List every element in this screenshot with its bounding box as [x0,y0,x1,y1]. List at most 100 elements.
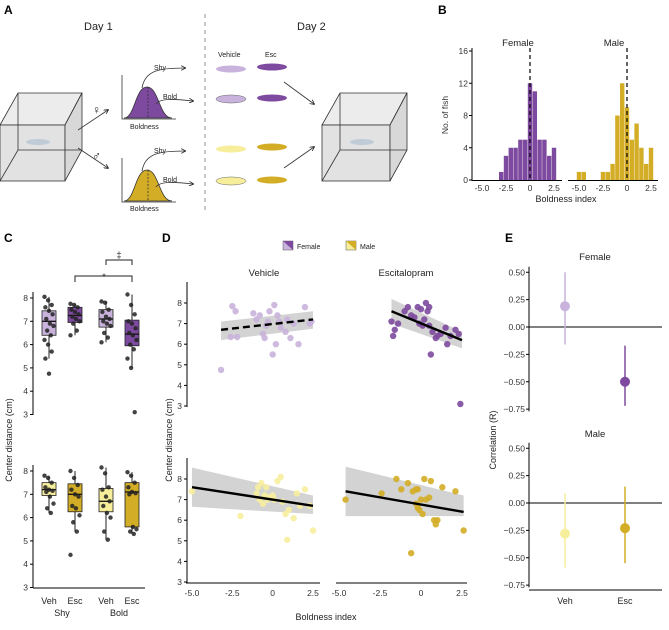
histogram-bar [648,147,654,180]
data-point [76,494,81,499]
data-point [421,475,428,483]
data-point [73,316,79,322]
legend-swatch-female [283,241,293,250]
x-tick-label: 2.5 [548,183,560,193]
data-point [256,312,263,319]
histogram-bar [624,107,630,180]
data-point [253,490,260,497]
data-point [104,510,110,516]
x-axis-label: Boldness index [295,612,357,622]
data-point [71,321,76,326]
x-tick-label: Esc [617,596,633,606]
facet-title: Female [579,252,611,263]
y-tick-label: −0.75 [503,580,525,590]
data-point [102,330,107,336]
data-point [309,527,317,534]
day1-label: Day 1 [84,21,113,33]
y-tick-label: 8 [177,298,182,308]
histogram-bar [600,171,606,180]
regression-line [220,318,314,331]
group-label: Bold [110,608,128,618]
y-tick-label: −0.25 [503,525,525,535]
facet-title: Male [585,429,606,440]
data-point [43,485,48,490]
x-tick-label: -2.5 [373,588,388,598]
data-point [434,517,441,524]
data-point [132,312,137,317]
data-point [269,351,276,358]
correlation-point [560,528,570,539]
x-tick-label: -5.0 [185,588,200,598]
data-point [266,308,273,315]
data-point [101,503,106,509]
y-tick-label: −0.50 [503,377,525,387]
data-point [271,301,278,309]
data-point [107,499,112,504]
data-point [50,488,55,494]
y-tick-label: 4 [177,556,182,566]
histogram-bar [644,163,649,180]
data-point [75,305,80,310]
data-point [134,527,139,532]
data-point [391,326,398,333]
data-point [460,527,467,534]
data-point [106,307,111,312]
data-point [393,475,400,483]
x-axis-label: Boldness index [535,194,597,204]
data-point [188,488,196,495]
data-point [130,333,136,338]
data-point [131,347,136,352]
data-point [258,479,265,487]
histogram-bar [503,155,509,180]
data-point [282,328,289,336]
histogram-bar [532,91,537,180]
histogram-bar [518,139,523,180]
data-point [100,487,105,492]
data-point [74,328,80,333]
data-point [69,487,74,492]
regression-line [191,486,314,507]
y-tick-label: 3 [23,410,28,420]
data-point [104,321,110,326]
y-tick-label: 16 [459,46,469,56]
data-point [45,342,51,347]
day2-label: Day 2 [297,21,326,33]
confidence-band [345,466,464,517]
correlation-point [620,376,630,387]
data-point [70,503,75,509]
data-point [70,314,75,319]
legend-label: Male [360,244,375,251]
data-point [134,337,139,343]
histogram-bar [605,171,610,180]
data-point [102,529,107,534]
y-tick-label: −0.75 [503,404,525,414]
data-point [107,316,112,322]
data-point [127,492,132,497]
data-point [77,513,82,518]
significance-bracket [105,259,133,265]
data-point [45,328,50,333]
y-axis-label: Correlation (R) [488,410,498,469]
esc-label: Esc [265,52,277,59]
data-point [283,536,291,543]
y-tick-label: 3 [23,583,28,593]
data-point [102,300,108,305]
data-point [272,341,280,348]
y-tick-label: 7 [177,319,182,329]
data-point [99,340,104,345]
data-point [444,341,451,348]
y-tick-label: 7 [177,495,182,505]
data-point [105,537,111,542]
x-tick-label: -2.5 [499,183,514,193]
data-point [101,319,106,324]
data-point [429,328,436,336]
data-point [452,488,459,495]
data-point [129,321,135,326]
y-tick-label: −0.50 [503,553,525,563]
significance-bracket [74,275,133,282]
data-point [417,496,425,503]
data-point [426,494,433,501]
histogram-bar [513,147,518,180]
data-point [417,305,425,313]
